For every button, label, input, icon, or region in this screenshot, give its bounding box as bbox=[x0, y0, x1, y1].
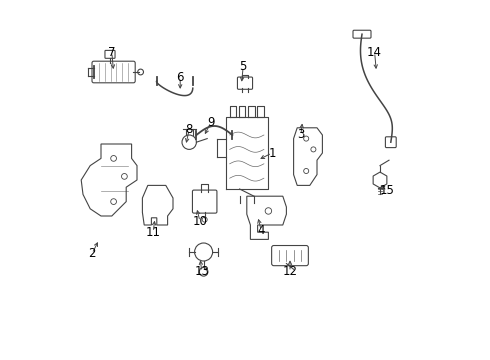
Text: 13: 13 bbox=[195, 265, 209, 278]
Text: 6: 6 bbox=[176, 71, 184, 84]
Text: 12: 12 bbox=[283, 265, 297, 278]
Text: 1: 1 bbox=[268, 147, 276, 159]
Text: 10: 10 bbox=[193, 215, 207, 228]
Text: 8: 8 bbox=[186, 123, 193, 136]
Text: 7: 7 bbox=[108, 46, 116, 59]
Text: 5: 5 bbox=[240, 60, 247, 73]
Text: 14: 14 bbox=[367, 46, 382, 59]
Text: 4: 4 bbox=[257, 224, 265, 237]
Text: 15: 15 bbox=[380, 184, 394, 197]
Text: 2: 2 bbox=[88, 247, 96, 260]
Text: 9: 9 bbox=[207, 116, 215, 129]
Text: 11: 11 bbox=[146, 226, 161, 239]
Text: 3: 3 bbox=[297, 129, 304, 141]
